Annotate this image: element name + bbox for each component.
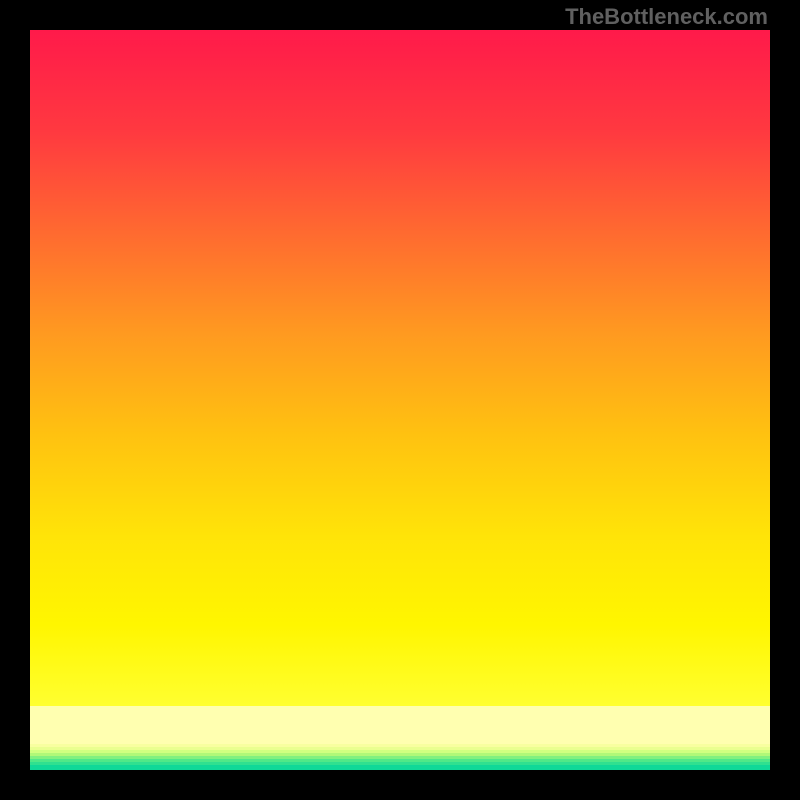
frame-border <box>0 0 30 800</box>
frame-border <box>0 770 800 800</box>
frame-border <box>770 0 800 800</box>
gradient-band-0 <box>30 706 770 744</box>
chart-plot-area <box>30 30 770 770</box>
watermark-text: TheBottleneck.com <box>565 4 768 30</box>
gradient-main <box>30 30 770 706</box>
